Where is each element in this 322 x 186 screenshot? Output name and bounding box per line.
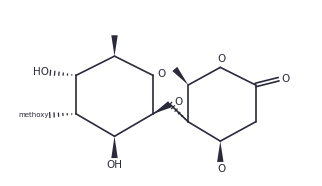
Text: O: O [218,54,226,63]
Text: methoxy: methoxy [18,112,49,118]
Text: O: O [282,74,290,84]
Polygon shape [111,35,118,56]
Polygon shape [153,101,172,114]
Text: HO: HO [33,67,50,77]
Text: O: O [157,69,166,79]
Polygon shape [111,136,118,158]
Text: O: O [174,97,182,107]
Polygon shape [172,67,188,85]
Text: O: O [218,163,226,174]
Polygon shape [217,141,223,162]
Text: OH: OH [107,160,122,170]
